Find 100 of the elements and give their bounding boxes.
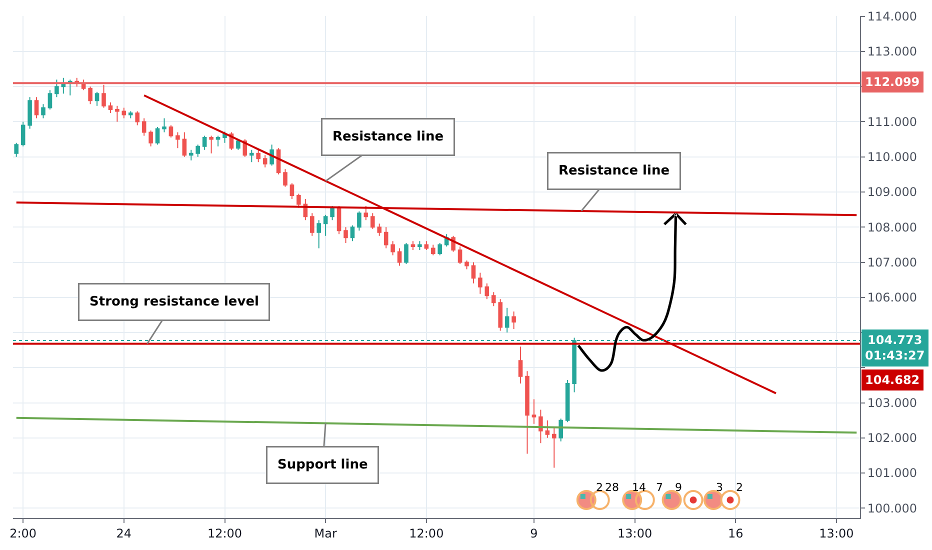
candlestick [88, 86, 92, 105]
x-tick-label: 12:00 [207, 526, 242, 540]
candlestick [148, 130, 153, 147]
candlestick [262, 154, 268, 168]
candlestick [128, 110, 133, 119]
annotation: 2 [596, 481, 603, 494]
y-tick-label: 100.000 [867, 501, 918, 516]
candlestick [424, 240, 429, 250]
ref-line-label: 104.682 [865, 373, 920, 387]
x-tick-label: Mar [314, 526, 337, 540]
annotation: Strong resistance level [90, 294, 259, 310]
candlestick [102, 84, 106, 108]
candlestick [464, 260, 469, 270]
y-tick-label: 113.000 [867, 44, 918, 59]
candlestick [390, 240, 395, 256]
y-tick-label: 108.000 [867, 220, 918, 234]
candlestick [115, 105, 120, 122]
annotation: 28 [605, 481, 619, 494]
y-tick-label: 102.000 [867, 431, 918, 446]
x-tick-label: 13:00 [819, 526, 854, 540]
annotation: Resistance line [558, 164, 670, 178]
x-tick-label: 13:00 [618, 526, 652, 540]
candlestick [310, 212, 314, 236]
candlestick [397, 248, 402, 266]
x-tick-label: 9 [530, 526, 538, 540]
candlestick [176, 132, 180, 149]
candlestick [404, 242, 408, 265]
candlestick [209, 135, 214, 154]
candlestick [532, 398, 536, 424]
candlestick [377, 223, 382, 236]
candlestick [545, 420, 550, 438]
candlestick [552, 426, 556, 468]
candlestick [484, 282, 490, 300]
candlestick [471, 262, 476, 284]
candlestick [28, 96, 32, 130]
candlestick [410, 240, 416, 250]
candlestick [364, 206, 368, 221]
y-tick-label: 103.000 [867, 396, 918, 410]
y-tick-label: 107.000 [867, 255, 918, 270]
candlestick [182, 132, 187, 158]
ref-line-label: 112.099 [865, 75, 920, 89]
candlestick [249, 149, 254, 163]
candlestick [108, 102, 113, 114]
candlestick [20, 121, 26, 147]
candlestick [142, 118, 146, 136]
candlestick [256, 149, 261, 163]
candlestick [283, 168, 288, 188]
candlestick [162, 118, 166, 133]
candlestick [316, 220, 322, 249]
candlestick [34, 96, 39, 119]
candlestick [188, 149, 194, 161]
candlestick [48, 90, 52, 110]
candlestick [344, 226, 348, 244]
annotation: 7 [656, 481, 663, 494]
y-tick-label: 110.000 [867, 150, 918, 164]
y-tick-label: 111.000 [867, 114, 918, 129]
candlestick [491, 292, 496, 307]
candlestick [565, 379, 570, 423]
candlestick [538, 409, 543, 444]
candlestick [357, 210, 362, 232]
candlestick [41, 104, 46, 119]
candlestick [518, 346, 523, 384]
candlestick [236, 138, 240, 150]
candlestick [478, 272, 482, 294]
candlestick [122, 107, 126, 119]
candlestick [196, 144, 200, 158]
candlestick [350, 224, 355, 242]
candlestick [296, 193, 301, 208]
candlestick [54, 79, 59, 98]
candlestick [458, 246, 462, 265]
candlestick [418, 240, 422, 250]
annotation: Support line [278, 458, 368, 472]
y-tick-label: 109.000 [867, 185, 918, 200]
candlestick [168, 124, 174, 138]
candlestick [498, 298, 503, 332]
candlestick [525, 370, 530, 454]
candlestick [94, 91, 100, 106]
candlestick [323, 214, 328, 236]
y-tick-label: 114.000 [867, 10, 918, 24]
candlestick [202, 135, 207, 150]
ref-line-label: 104.773 01:43:27 [865, 333, 925, 363]
candlestick [438, 242, 442, 256]
y-tick-label: 101.000 [867, 466, 918, 480]
candlestick [290, 182, 294, 200]
candlestick [384, 226, 388, 249]
candlestick [135, 110, 140, 126]
candlestick [558, 418, 564, 442]
x-tick-label: 16 [728, 526, 744, 540]
annotation: Resistance line [332, 130, 444, 144]
candlestick [370, 212, 375, 230]
candlestick [155, 126, 160, 146]
x-tick-label: 12:00 [409, 526, 444, 540]
candlestick [512, 310, 516, 330]
y-tick-label: 106.000 [867, 290, 918, 305]
candlestick [430, 244, 436, 256]
candlestick [216, 135, 220, 147]
candlestick [14, 142, 19, 158]
x-tick-label: 2:00 [10, 526, 37, 540]
candlestick [504, 307, 510, 334]
candlestick [222, 131, 227, 144]
